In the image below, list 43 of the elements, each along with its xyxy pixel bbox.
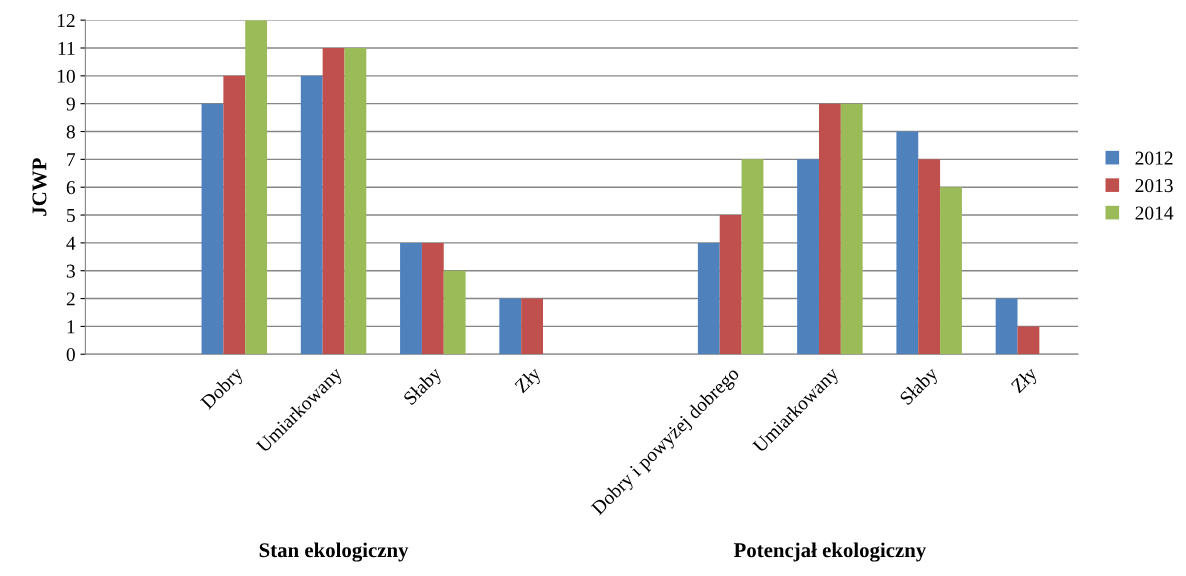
bar xyxy=(719,215,742,355)
x-tick-label: Zły xyxy=(513,365,545,397)
bar xyxy=(421,242,444,355)
bar xyxy=(223,75,246,355)
bar xyxy=(322,48,345,355)
y-axis-title: JCWP xyxy=(32,158,47,216)
y-tick-label: 11 xyxy=(58,41,75,55)
bar xyxy=(400,242,422,355)
bar xyxy=(344,48,367,355)
legend-label: 2014 xyxy=(1135,206,1174,220)
y-tick-label: 2 xyxy=(66,292,75,306)
x-tick-label: Zły xyxy=(1010,365,1041,397)
bar xyxy=(201,103,224,355)
text: Potencjał ekologiczny xyxy=(733,542,927,562)
bar xyxy=(918,159,941,355)
y-tick-label: 9 xyxy=(66,97,75,111)
y-tick-label: 0 xyxy=(66,348,75,362)
y-tick-label: 5 xyxy=(67,209,75,222)
y-tick-label: 6 xyxy=(66,181,76,195)
y-tick-label: 4 xyxy=(66,236,76,250)
bar xyxy=(840,103,863,355)
y-tick-label: 8 xyxy=(66,125,75,139)
bar xyxy=(245,20,268,355)
bar xyxy=(818,103,841,355)
legend-label: 2012 xyxy=(1135,151,1173,165)
bar xyxy=(1017,326,1040,355)
bar xyxy=(995,298,1018,355)
bar xyxy=(940,187,962,355)
bar xyxy=(499,298,522,355)
bar xyxy=(697,242,720,355)
bar xyxy=(521,298,544,355)
bar xyxy=(797,159,819,355)
y-tick-label: 1 xyxy=(67,320,75,334)
y-tick-label: 12 xyxy=(57,14,75,27)
text: Stan ekologiczny xyxy=(259,542,409,562)
bar xyxy=(443,270,466,355)
bar xyxy=(741,159,764,355)
y-tick-label: 3 xyxy=(66,264,75,278)
y-tick-label: 7 xyxy=(67,153,76,167)
y-tick-label: 10 xyxy=(57,69,75,83)
bar xyxy=(300,75,323,355)
legend-label: 2013 xyxy=(1135,179,1173,193)
bar xyxy=(896,131,919,355)
